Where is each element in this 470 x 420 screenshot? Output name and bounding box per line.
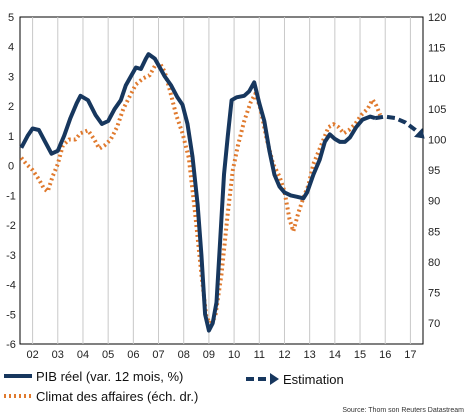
right-tick-label: 120 — [428, 12, 446, 24]
vertical-grid — [32, 17, 411, 344]
estimation-arrowhead-icon — [413, 128, 425, 139]
left-tick-label: 5 — [8, 12, 14, 24]
left-tick-label: -4 — [6, 280, 16, 292]
left-tick-label: -1 — [6, 190, 16, 202]
series-layer — [19, 52, 425, 333]
series-line-0 — [19, 52, 376, 333]
left-tick-label: -3 — [6, 250, 16, 262]
x-tick-label: 10 — [228, 349, 240, 361]
right-axis-ticks: 120 115 110 105 100 95 90 85 80 75 70 — [428, 12, 446, 330]
x-tick-label: 11 — [254, 349, 265, 361]
x-tick-label: 06 — [127, 349, 139, 361]
x-tick-label: 08 — [178, 349, 190, 361]
source-note: Source: Thom son Reuters Datastream — [342, 407, 464, 414]
legend-label-estimation: Estimation — [283, 372, 344, 387]
x-tick-label: 05 — [102, 349, 114, 361]
legend: PIB réel (var. 12 mois, %) Climat des af… — [4, 369, 344, 404]
right-tick-label: 85 — [428, 226, 440, 238]
right-tick-label: 110 — [428, 73, 446, 85]
right-tick-label: 105 — [428, 104, 446, 116]
x-tick-label: 15 — [354, 349, 366, 361]
legend-label-pib: PIB réel (var. 12 mois, %) — [36, 369, 183, 384]
x-tick-label: 13 — [304, 349, 316, 361]
x-tick-label: 17 — [404, 349, 416, 361]
x-tick-label: 14 — [329, 349, 341, 361]
x-tick-label: 09 — [203, 349, 215, 361]
right-tick-label: 90 — [428, 196, 440, 208]
x-tick-label: 03 — [52, 349, 64, 361]
right-tick-label: 75 — [428, 288, 440, 300]
left-tick-label: 3 — [8, 71, 14, 83]
right-tick-label: 95 — [428, 165, 440, 177]
right-tick-label: 100 — [428, 134, 446, 146]
plot-frame — [19, 16, 424, 345]
left-tick-label: 2 — [8, 101, 14, 113]
left-tick-label: 1 — [8, 131, 14, 143]
x-tick-label: 12 — [278, 349, 290, 361]
right-tick-label: 115 — [428, 43, 446, 55]
x-axis-ticks: 02 03 04 05 06 07 08 09 10 11 12 13 14 15 16 17 — [26, 349, 416, 361]
left-tick-label: -6 — [6, 339, 16, 351]
left-axis-ticks: 5 4 3 2 1 0 -1 -2 -3 -4 -5 -6 — [6, 12, 16, 351]
right-tick-label: 70 — [428, 318, 440, 330]
left-tick-label: -2 — [6, 220, 16, 232]
right-tick-label: 80 — [428, 257, 440, 269]
x-tick-label: 04 — [77, 349, 89, 361]
x-tick-label: 16 — [379, 349, 391, 361]
left-tick-label: 0 — [8, 161, 14, 173]
left-tick-label: -5 — [6, 309, 16, 321]
left-tick-label: 4 — [8, 42, 14, 54]
x-tick-label: 07 — [152, 349, 164, 361]
legend-arrowhead-icon — [270, 373, 279, 385]
legend-label-climat: Climat des affaires (éch. dr.) — [36, 389, 198, 404]
x-tick-label: 02 — [26, 349, 38, 361]
series-line-2 — [374, 114, 424, 138]
